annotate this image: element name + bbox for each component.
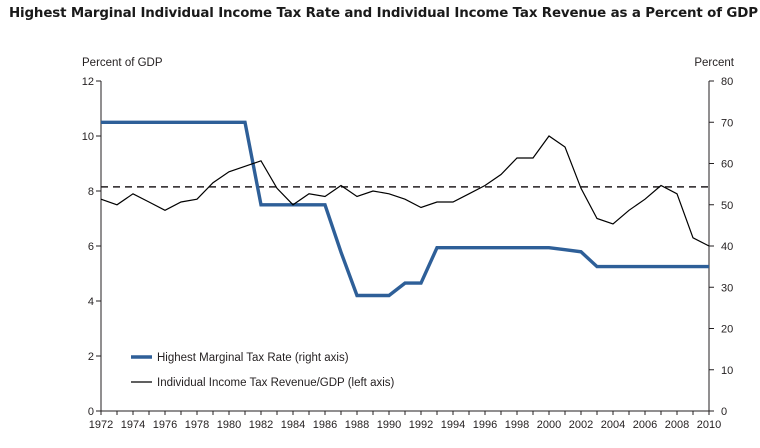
- left-axis-tick-label: 10: [82, 131, 94, 143]
- top-marginal-rate-line: [101, 120, 709, 298]
- right-axis-tick-label: 50: [721, 200, 733, 212]
- x-axis-tick-label: 1986: [313, 419, 337, 431]
- right-axis-tick-label: 20: [721, 324, 733, 336]
- x-axis-tick-label: 1982: [249, 419, 273, 431]
- x-axis-tick-label: 1992: [409, 419, 433, 431]
- left-axis-tick-label: 4: [88, 296, 94, 308]
- right-axis-tick-label: 30: [721, 282, 733, 294]
- right-axis-tick-label: 60: [721, 159, 733, 171]
- right-axis-tick-label: 10: [721, 365, 733, 377]
- right-axis-title: Percent: [694, 57, 734, 69]
- right-axis-tick-label: 40: [721, 241, 733, 253]
- right-axis-tick-label: 80: [721, 76, 733, 88]
- x-axis-tick-label: 1976: [153, 419, 177, 431]
- left-axis-tick-label: 0: [88, 406, 94, 418]
- x-axis-tick-label: 1990: [377, 419, 401, 431]
- x-axis-tick-label: 2008: [665, 419, 689, 431]
- chart-title: Highest Marginal Individual Income Tax R…: [9, 6, 758, 21]
- x-axis-tick-label: 2000: [537, 419, 561, 431]
- x-axis-tick-label: 1972: [89, 419, 113, 431]
- axes: 0 2 4 6 8 10 12 0 10 20 30 40 50 60 70 80 1972 1974 1976 19…: [82, 57, 735, 431]
- x-axis-tick-label: 1996: [473, 419, 497, 431]
- legend-label: Highest Marginal Tax Rate (right axis): [157, 352, 349, 364]
- right-axis-tick-label: 0: [721, 406, 727, 418]
- revenue-gdp-line: [100, 135, 710, 247]
- left-axis-title: Percent of GDP: [82, 57, 163, 69]
- series-lines: [100, 120, 710, 298]
- left-axis-tick-label: 6: [88, 241, 94, 253]
- left-axis-tick-label: 2: [88, 351, 94, 363]
- x-axis-tick-label: 1994: [441, 419, 465, 431]
- x-axis-tick-label: 1978: [185, 419, 209, 431]
- x-axis-tick-label: 1984: [281, 419, 305, 431]
- left-axis-tick-label: 8: [88, 186, 94, 198]
- x-axis-tick-label: 2006: [633, 419, 657, 431]
- legend-label: Individual Income Tax Revenue/GDP (left …: [157, 377, 395, 389]
- left-axis-tick-label: 12: [82, 76, 94, 88]
- x-axis-tick-label: 2004: [601, 419, 625, 431]
- right-axis-tick-label: 70: [721, 117, 733, 129]
- x-axis-tick-label: 1974: [121, 419, 145, 431]
- x-axis-tick-label: 2002: [569, 419, 593, 431]
- legend: Highest Marginal Tax Rate (right axis) In…: [131, 352, 395, 389]
- x-axis-tick-label: 2010: [697, 419, 721, 431]
- x-axis-tick-label: 1980: [217, 419, 241, 431]
- x-axis-tick-label: 1998: [505, 419, 529, 431]
- x-axis-tick-label: 1988: [345, 419, 369, 431]
